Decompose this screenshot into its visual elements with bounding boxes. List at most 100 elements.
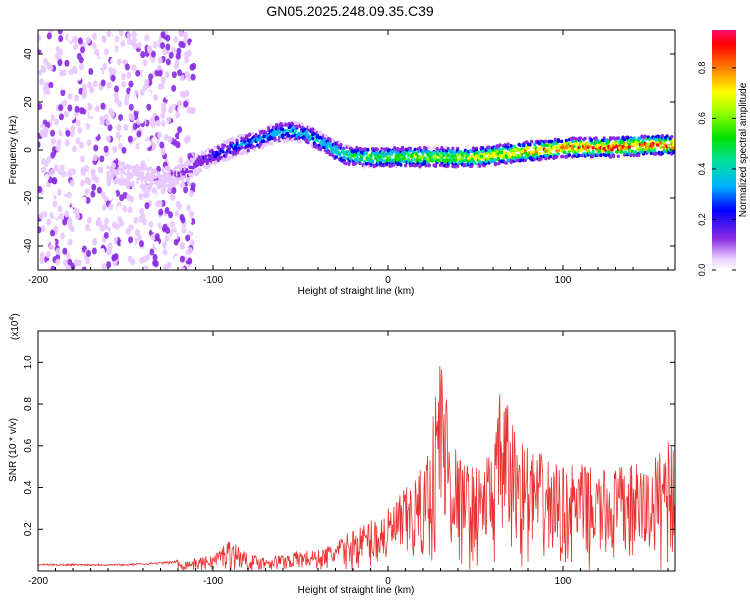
spectrogram-cell: [177, 171, 181, 176]
spectrogram-cell: [94, 176, 100, 184]
spectrogram-cell: [55, 151, 61, 159]
spectrogram-cell: [49, 114, 55, 122]
spectrogram-cell: [112, 163, 116, 167]
spectrogram-cell: [49, 229, 55, 237]
spectrogram-cell: [108, 203, 114, 211]
spectrogram-cell: [67, 170, 73, 178]
spectrogram-cell: [133, 216, 139, 224]
snr-x-tick-label: 100: [555, 576, 572, 587]
spectrogram-cell: [151, 159, 157, 167]
spectrogram-cell: [454, 158, 458, 162]
spectrogram-cell: [112, 145, 118, 153]
spectrogram-cell: [138, 215, 144, 223]
spectrogram-x-tick-label: -200: [28, 275, 48, 286]
spectrogram-cell: [293, 120, 298, 125]
spectrogram-cell: [81, 266, 87, 270]
spectrogram-cell: [180, 242, 186, 250]
spectrogram-cell: [101, 203, 107, 211]
snr-frame: [37, 330, 676, 572]
spectrogram-cell: [506, 142, 510, 146]
spectrogram-cell: [216, 145, 220, 150]
spectrogram-cell: [519, 158, 523, 163]
spectrogram-cell: [478, 164, 482, 168]
spectrogram-cell: [169, 122, 175, 130]
spectrogram-cell: [418, 146, 422, 150]
spectrogram-cell: [46, 260, 52, 268]
spectrogram-cell: [70, 124, 76, 132]
spectrogram-cell: [41, 65, 47, 73]
spectrogram-cell: [155, 193, 161, 201]
spectrogram-cell: [153, 170, 157, 175]
spectrogram-cell: [43, 57, 49, 65]
spectrogram-cell: [184, 70, 190, 78]
spectrogram-cell: [131, 248, 137, 256]
spectrogram-cell: [304, 130, 309, 134]
spectrogram-cell: [553, 137, 557, 142]
spectrogram-cell: [187, 247, 193, 255]
spectrogram-cell: [281, 127, 285, 132]
spectrogram-cell: [419, 159, 424, 164]
spectrogram-cell: [46, 32, 52, 40]
spectrogram-cell: [70, 262, 76, 270]
spectrogram-cell: [544, 139, 548, 144]
spectrogram-cell: [149, 248, 155, 256]
spectrogram-cell: [152, 136, 158, 144]
spectrogram-cell: [641, 138, 646, 143]
spectrogram-cell: [132, 122, 138, 130]
spectrogram-cell: [127, 206, 133, 214]
snr-x-tick-label: -200: [28, 576, 48, 587]
spectrogram-cell: [159, 174, 164, 178]
spectrogram-cell: [64, 139, 70, 147]
spectrogram-cell: [106, 30, 112, 38]
spectrogram-cell: [58, 48, 64, 56]
spectrogram-cell: [159, 141, 165, 149]
spectrogram-cell: [404, 163, 408, 168]
spectrogram-cell: [41, 166, 47, 174]
spectrogram-cell: [632, 153, 636, 158]
spectrogram-cell: [314, 143, 318, 147]
spectrogram-cell: [174, 218, 180, 226]
spectrogram-cell: [619, 150, 624, 154]
spectrogram-cell: [219, 155, 223, 160]
spectrogram-cell: [467, 152, 471, 157]
spectrogram-cell: [133, 104, 139, 112]
spectrogram-cell: [38, 34, 42, 42]
spectrogram-cell: [652, 146, 657, 151]
spectrogram-cell: [120, 136, 126, 144]
spectrogram-cell: [65, 129, 71, 137]
spectrogram-cell: [74, 105, 80, 113]
spectrogram-cell: [634, 150, 638, 154]
spectrogram-cell: [38, 212, 44, 220]
spectrogram-cell: [39, 91, 45, 99]
spectrogram-cell: [163, 264, 169, 270]
spectrogram-cell: [151, 225, 157, 233]
spectrogram-cell: [189, 210, 195, 218]
spectrogram-cell: [101, 263, 107, 270]
spectrogram-cell: [110, 74, 116, 82]
spectrogram-cell: [459, 150, 463, 154]
spectrogram-cell: [160, 119, 166, 127]
spectrogram-cell: [68, 68, 74, 76]
spectrogram-cell: [95, 219, 101, 227]
spectrogram-cell: [285, 129, 290, 133]
spectrogram-cell: [561, 154, 565, 159]
spectrogram-cell: [153, 94, 159, 102]
spectrogram-cell: [92, 154, 98, 162]
spectrogram-cell: [616, 136, 620, 140]
spectrogram-cell: [111, 68, 117, 76]
spectrogram-cell: [59, 232, 65, 240]
spectrogram-cell: [190, 107, 196, 115]
spectrogram-cell: [100, 102, 106, 110]
spectrogram-cell: [71, 145, 77, 153]
spectrogram-cell: [55, 258, 61, 266]
spectrogram-cell: [131, 30, 137, 38]
spectrogram-cell: [103, 145, 109, 153]
spectrogram-cell: [246, 149, 250, 153]
spectrogram-cell: [184, 136, 190, 144]
spectrogram-cell: [160, 31, 166, 39]
spectrogram-cell: [276, 126, 280, 131]
spectrogram-cell: [178, 30, 184, 37]
spectrogram-cell: [328, 137, 332, 142]
spectrogram-x-tick-label: -100: [203, 275, 223, 286]
